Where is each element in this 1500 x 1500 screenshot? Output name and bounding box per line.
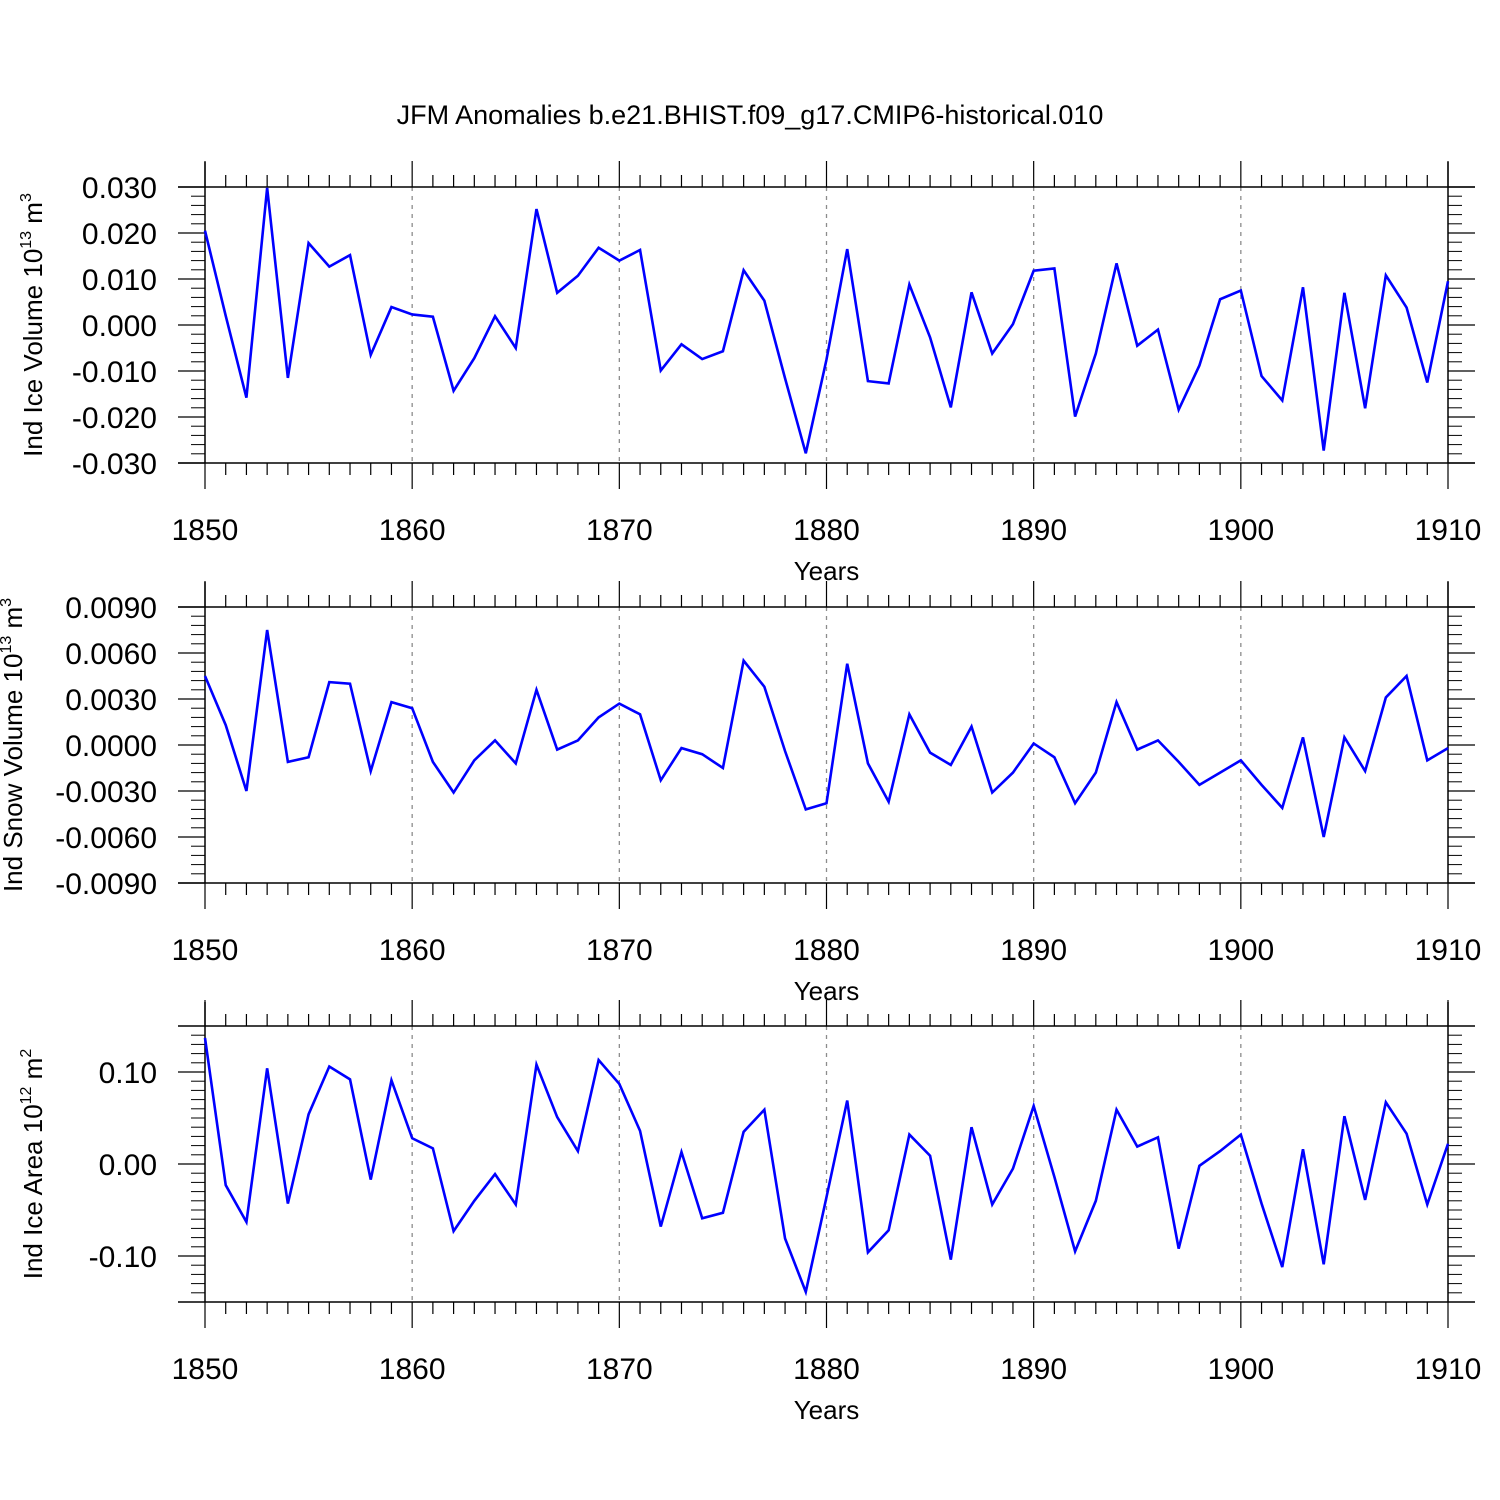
y-tick-label: -0.10 bbox=[89, 1241, 157, 1274]
y-axis-label-text: Ind Ice Volume 10 bbox=[18, 249, 48, 457]
panel-2: -0.0090 -0.0060 -0.0030 0.0000 0.0030 0.0060 0… bbox=[0, 581, 1481, 1006]
y-axis-label-text: m bbox=[18, 202, 48, 231]
y-tick-label: 0.010 bbox=[82, 264, 157, 297]
x-tick-label: 1890 bbox=[1000, 1353, 1067, 1386]
x-tick-label: 1900 bbox=[1207, 1353, 1274, 1386]
x-tick-label: 1910 bbox=[1415, 514, 1482, 547]
panel-3: -0.10 0.00 0.10 1850 1860 1870 1880 1890 1900 191… bbox=[18, 1000, 1481, 1425]
y-tick-label: 0.000 bbox=[82, 310, 157, 343]
x-tick-label: 1890 bbox=[1000, 514, 1067, 547]
x-tick-label: 1850 bbox=[172, 514, 239, 547]
y-axis-label-exponent: 3 bbox=[0, 598, 15, 607]
y-tick-label: 0.10 bbox=[99, 1057, 157, 1090]
x-tick-label: 1870 bbox=[586, 1353, 653, 1386]
series-line bbox=[203, 629, 1449, 838]
series-line bbox=[203, 187, 1450, 454]
y-tick-label: 0.030 bbox=[82, 172, 157, 205]
y-tick-label: 0.020 bbox=[82, 218, 157, 251]
x-tick-label: 1860 bbox=[379, 934, 446, 967]
y-tick-label: -0.0090 bbox=[55, 868, 157, 901]
y-tick-label: -0.020 bbox=[72, 402, 157, 435]
y-tick-label: -0.0060 bbox=[55, 822, 157, 855]
y-tick-label: 0.0060 bbox=[65, 638, 157, 671]
y-axis-label-exponent: 2 bbox=[18, 1049, 35, 1058]
x-tick-label: 1900 bbox=[1207, 514, 1274, 547]
y-axis-label: Ind Ice Volume 1013 m3 bbox=[18, 193, 48, 457]
x-tick-label: 1860 bbox=[379, 1353, 446, 1386]
x-tick-label: 1910 bbox=[1415, 1353, 1482, 1386]
y-axis-label-text: m bbox=[18, 1058, 48, 1087]
y-axis-label-text: Ind Ice Area 10 bbox=[18, 1104, 48, 1279]
chart-title: JFM Anomalies b.e21.BHIST.f09_g17.CMIP6-… bbox=[397, 100, 1104, 130]
y-axis-label-exponent: 12 bbox=[18, 1086, 35, 1104]
x-tick-label: 1890 bbox=[1000, 934, 1067, 967]
x-tick-label: 1850 bbox=[172, 1353, 239, 1386]
y-tick-label: 0.0000 bbox=[65, 730, 157, 763]
x-tick-label: 1910 bbox=[1415, 934, 1482, 967]
x-tick-label: 1880 bbox=[793, 514, 860, 547]
x-tick-label: 1850 bbox=[172, 934, 239, 967]
y-axis-label-exponent: 3 bbox=[18, 193, 35, 202]
y-tick-label: 0.0090 bbox=[65, 592, 157, 625]
y-axis-label-exponent: 13 bbox=[18, 231, 35, 249]
y-tick-label: -0.010 bbox=[72, 356, 157, 389]
y-axis-label-exponent: 13 bbox=[0, 636, 15, 654]
panel-1: -0.030 -0.020 -0.010 0.000 0.010 0.020 0.030 18… bbox=[18, 161, 1481, 586]
y-axis-label: Ind Snow Volume 1013 m3 bbox=[0, 598, 28, 892]
x-tick-label: 1870 bbox=[586, 514, 653, 547]
x-tick-label: 1900 bbox=[1207, 934, 1274, 967]
series-line bbox=[203, 1037, 1450, 1297]
x-tick-label: 1880 bbox=[793, 934, 860, 967]
x-tick-label: 1860 bbox=[379, 514, 446, 547]
y-axis-label: Ind Ice Area 1012 m2 bbox=[18, 1049, 48, 1280]
y-tick-label: -0.0030 bbox=[55, 776, 157, 809]
x-tick-label: 1880 bbox=[793, 1353, 860, 1386]
y-axis-label-text: Ind Snow Volume 10 bbox=[0, 654, 28, 893]
y-tick-label: 0.00 bbox=[99, 1149, 157, 1182]
y-axis-label-text: m bbox=[0, 607, 28, 636]
y-tick-label: 0.0030 bbox=[65, 684, 157, 717]
y-tick-label: -0.030 bbox=[72, 448, 157, 481]
x-axis-label: Years bbox=[794, 1395, 860, 1425]
x-tick-label: 1870 bbox=[586, 934, 653, 967]
